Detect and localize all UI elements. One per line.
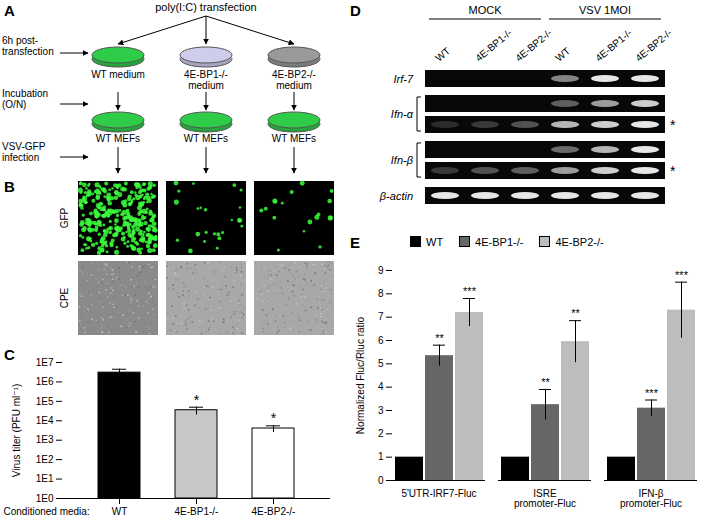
svg-text:Conditioned media:: Conditioned media: <box>4 506 90 517</box>
html-text:4E-BP2-/-: 4E-BP2-/- <box>555 236 604 248</box>
svg-text:Ifn-β: Ifn-β <box>391 154 414 166</box>
svg-text:6: 6 <box>378 335 384 346</box>
svg-text:6h post-transfection: 6h post-transfection <box>2 35 54 57</box>
svg-text:1E3: 1E3 <box>36 434 54 445</box>
svg-text:CPE: CPE <box>59 287 70 308</box>
svg-text:1E1: 1E1 <box>36 473 54 484</box>
html-text:A: A <box>4 2 15 19</box>
svg-text:*: * <box>194 392 200 408</box>
svg-text:WT medium: WT medium <box>91 69 145 80</box>
svg-text:2: 2 <box>378 428 384 439</box>
svg-text:1E7: 1E7 <box>36 357 54 368</box>
svg-text:IFN-βpromoter-Fluc: IFN-βpromoter-Fluc <box>620 488 682 509</box>
svg-text:GFP: GFP <box>59 207 70 228</box>
svg-text:Virus titer (PFU ml⁻¹): Virus titer (PFU ml⁻¹) <box>11 384 22 477</box>
svg-text:4E-BP1-/-medium: 4E-BP1-/-medium <box>184 69 228 91</box>
svg-text:5: 5 <box>378 358 384 369</box>
html-text:C: C <box>4 346 15 363</box>
svg-text:Ifn-α: Ifn-α <box>391 108 414 120</box>
svg-text:Irf-7: Irf-7 <box>393 73 413 85</box>
svg-text:3: 3 <box>378 405 384 416</box>
html-text:E: E <box>350 234 360 251</box>
html-text:B: B <box>4 178 15 195</box>
svg-text:8: 8 <box>378 288 384 299</box>
html-text:WT: WT <box>426 236 444 248</box>
svg-text:WT MEFs: WT MEFs <box>272 133 316 144</box>
svg-text:9: 9 <box>378 265 384 276</box>
svg-text:VSV 1MOI: VSV 1MOI <box>579 4 631 16</box>
svg-text:1E5: 1E5 <box>36 396 54 407</box>
svg-text:WT: WT <box>433 45 452 63</box>
svg-text:7: 7 <box>378 311 384 322</box>
svg-text:*: * <box>670 117 676 133</box>
svg-text:1E2: 1E2 <box>36 454 54 465</box>
svg-text:4E-BP1-/-: 4E-BP1-/- <box>473 27 514 64</box>
svg-text:4E-BP2-/-: 4E-BP2-/- <box>252 506 296 517</box>
svg-text:***: *** <box>463 285 477 297</box>
svg-text:β-actin: β-actin <box>379 190 413 202</box>
html-text:4E-BP1-/-: 4E-BP1-/- <box>475 236 524 248</box>
svg-text:MOCK: MOCK <box>469 4 503 16</box>
svg-text:WT: WT <box>112 506 128 517</box>
svg-text:Incubation(O/N): Incubation(O/N) <box>2 88 48 110</box>
svg-text:WT MEFs: WT MEFs <box>96 133 140 144</box>
svg-text:0: 0 <box>378 475 384 486</box>
svg-text:4E-BP2-/-: 4E-BP2-/- <box>633 27 674 64</box>
svg-text:4E-BP2-/-: 4E-BP2-/- <box>513 27 554 64</box>
svg-text:WT: WT <box>553 45 572 63</box>
svg-text:4E-BP2-/-medium: 4E-BP2-/-medium <box>272 69 316 91</box>
html-text:D: D <box>350 2 361 19</box>
svg-text:4E-BP1-/-: 4E-BP1-/- <box>593 27 634 64</box>
svg-text:1E4: 1E4 <box>36 415 54 426</box>
svg-text:**: ** <box>571 307 580 319</box>
svg-text:**: ** <box>435 332 444 344</box>
svg-text:WT MEFs: WT MEFs <box>184 133 228 144</box>
svg-text:***: *** <box>645 387 659 399</box>
svg-text:poly(I:C) transfection: poly(I:C) transfection <box>155 1 256 13</box>
svg-text:VSV-GFPinfection: VSV-GFPinfection <box>2 141 46 163</box>
svg-text:1E0: 1E0 <box>36 493 54 504</box>
svg-text:*: * <box>271 410 277 426</box>
svg-text:5'UTR-IRF7-Fluc: 5'UTR-IRF7-Fluc <box>401 488 476 499</box>
svg-text:1E6: 1E6 <box>36 376 54 387</box>
svg-text:4E-BP1-/-: 4E-BP1-/- <box>175 506 219 517</box>
svg-text:ISREpromoter-Fluc: ISREpromoter-Fluc <box>514 488 576 509</box>
svg-text:*: * <box>670 163 676 179</box>
svg-text:Normalized Fluc/Rluc ratio: Normalized Fluc/Rluc ratio <box>355 316 366 434</box>
svg-text:**: ** <box>541 376 550 388</box>
svg-text:4: 4 <box>378 381 384 392</box>
svg-text:***: *** <box>675 269 689 281</box>
svg-text:1: 1 <box>378 451 384 462</box>
